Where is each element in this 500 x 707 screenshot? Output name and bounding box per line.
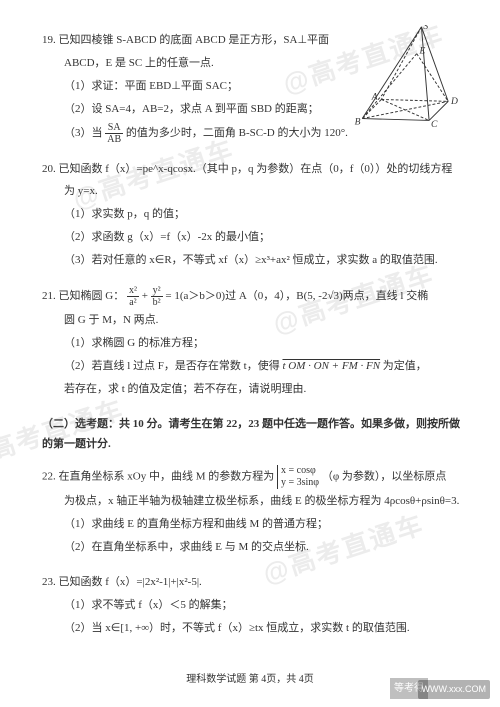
problem-number: 21. <box>42 290 56 302</box>
pyramid-diagram: S E A B C D <box>350 25 470 130</box>
problem-text: 已知四棱锥 S-ABCD 的底面 ABCD 是正方形，SA⊥平面 <box>59 34 330 46</box>
subproblem: （2）若直线 l 过点 F，是否存在常数 t，使得 t OM · ON + FM… <box>42 356 462 377</box>
subproblem: （2）在直角坐标系中，求曲线 E 与 M 的交点坐标. <box>42 537 462 558</box>
svg-text:B: B <box>355 116 361 127</box>
subproblem: （2）求函数 g（x）=f（x）-2x 的最小值； <box>42 227 462 248</box>
problem-19: S E A B C D 19. 已知四棱锥 S-ABCD 的底面 ABCD 是正… <box>42 30 462 145</box>
subproblem: （1）求实数 p，q 的值； <box>42 204 462 225</box>
subproblem: （3）若对任意的 x∈R，不等式 xf（x）≥x³+ax² 恒成立，求实数 a … <box>42 250 462 271</box>
subproblem: 若存在，求 t 的值及定值；若不存在，请说明理由. <box>42 379 462 400</box>
problem-text: 已知函数 f（x）=pe^x-qcosx.（其中 p，q 为参数）在点（0，f（… <box>59 163 453 175</box>
corner-url: WWW.xxx.COM <box>418 680 491 699</box>
problem-number: 19. <box>42 34 56 46</box>
svg-text:C: C <box>431 119 438 130</box>
problem-number: 20. <box>42 163 56 175</box>
problem-text: 为极点，x 轴正半轴为极轴建立极坐标系，曲线 E 的极坐标方程为 4ρcosθ+… <box>42 491 462 512</box>
exam-page: @高考直通车 @高考直通车 @高考直通车 @高考直通车 @高考直通车 S <box>0 0 500 707</box>
svg-text:A: A <box>371 91 378 102</box>
problem-number: 23. <box>42 576 56 588</box>
problem-text: 圆 G 于 M，N 两点. <box>42 310 462 331</box>
svg-text:D: D <box>450 96 458 107</box>
problem-22: 22. 在直角坐标系 xOy 中，曲线 M 的参数方程为 x = cosφ y … <box>42 465 462 558</box>
problem-text: 已知椭圆 G： <box>59 290 125 302</box>
problem-text: 已知函数 f（x）=|2x²-1|+|x²-5|. <box>59 576 202 588</box>
svg-text:E: E <box>419 46 426 57</box>
problem-text: 为 y=x. <box>42 181 462 202</box>
problem-text: 在直角坐标系 xOy 中，曲线 M 的参数方程为 <box>59 471 277 483</box>
subproblem: （1）求曲线 E 的直角坐标方程和曲线 M 的普通方程； <box>42 514 462 535</box>
subproblem: （2）当 x∈[1, +∞）时，不等式 f（x）≥tx 恒成立，求实数 t 的取… <box>42 618 462 639</box>
subproblem: （1）求不等式 f（x）＜5 的解集； <box>42 595 462 616</box>
section-heading: （二）选考题：共 10 分。请考生在第 22，23 题中任选一题作答。如果多做，… <box>42 414 462 456</box>
svg-text:S: S <box>423 25 428 32</box>
subproblem: （1）求椭圆 G 的标准方程； <box>42 333 462 354</box>
problem-20: 20. 已知函数 f（x）=pe^x-qcosx.（其中 p，q 为参数）在点（… <box>42 159 462 271</box>
problem-23: 23. 已知函数 f（x）=|2x²-1|+|x²-5|. （1）求不等式 f（… <box>42 572 462 639</box>
problem-21: 21. 已知椭圆 G： x²a² + y²b² = 1(a＞b＞0)过 A（0，… <box>42 285 462 400</box>
problem-number: 22. <box>42 471 56 483</box>
parametric-cases: x = cosφ y = 3sinφ <box>277 465 319 489</box>
